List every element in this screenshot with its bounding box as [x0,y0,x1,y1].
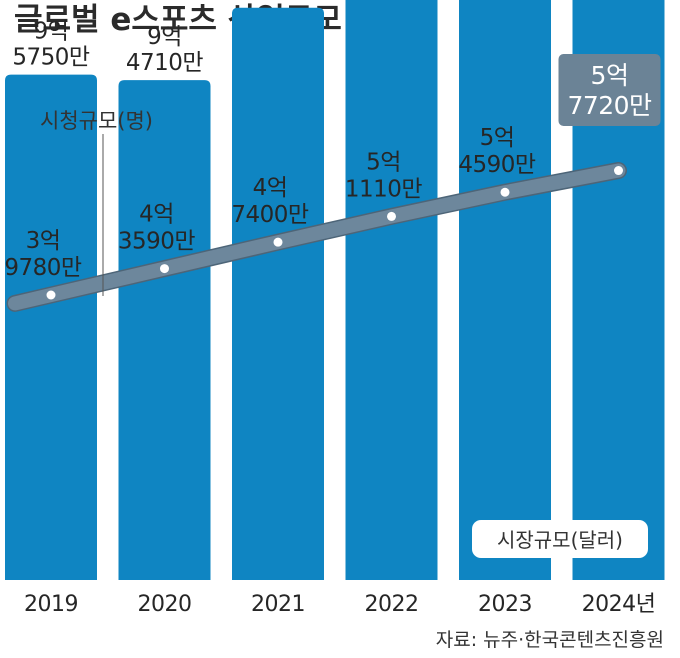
line-point [387,211,396,221]
source-note: 자료: 뉴주·한국콘텐츠진흥원 [436,629,664,651]
line-value-label: 4억 [139,202,174,228]
bar-2021 [232,7,324,581]
bar-value-label: 9억 [34,19,69,45]
bar-2020 [118,80,211,581]
line-labels: 3억9780만4억3590만4억7400만5억1110만5억4590만5억772… [4,54,661,281]
line-value-label: 4590만 [458,152,536,178]
bar-2019 [5,74,97,580]
bars [5,0,665,581]
bar-labels: 9억5750만9억4710만10억8410만13억2380만14억6360만16… [12,0,317,76]
bar-2022 [345,0,438,580]
bar-value-label: 4710만 [126,50,204,76]
line-value-label: 5억 [591,61,629,90]
bar-2024년 [572,0,665,580]
line-value-label: 4억 [253,175,288,201]
x-tick-label: 2020 [138,592,192,617]
line-value-label: 5억 [366,149,401,175]
line-value-label: 1110만 [345,176,423,202]
line-value-label: 7400만 [231,202,309,228]
x-tick-label: 2022 [365,592,419,617]
line-value-label: 3억 [26,228,61,254]
viewers-line [6,162,627,312]
bar-2023 [459,0,551,580]
bar-value-label: 5750만 [12,45,90,71]
line-value-callout [558,54,661,126]
line-point [500,187,510,197]
x-tick-label: 2024년 [582,592,656,617]
bar-legend-box [472,520,648,558]
x-tick-label: 2021 [251,592,305,617]
line-value-label: 5억 [480,125,515,151]
line-value-label: 3590만 [118,229,196,255]
line-value-label: 7720만 [567,91,652,120]
x-axis-ticks: 2019 2020 2021 2022 2023 2024년 [24,592,656,617]
bar-value-label: 9억 [147,24,182,50]
line-point [46,290,56,300]
line-point [273,237,283,247]
bar-series-legend: 시장규모(달러) [497,528,623,552]
line-point [614,166,623,176]
line-point [160,264,169,274]
line-series-legend: 시청규모(명) [40,109,153,133]
line-value-label: 9780만 [4,255,82,281]
x-tick-label: 2023 [478,592,532,617]
x-tick-label: 2019 [24,592,78,617]
bar-value-label: 8410만 [239,0,317,4]
